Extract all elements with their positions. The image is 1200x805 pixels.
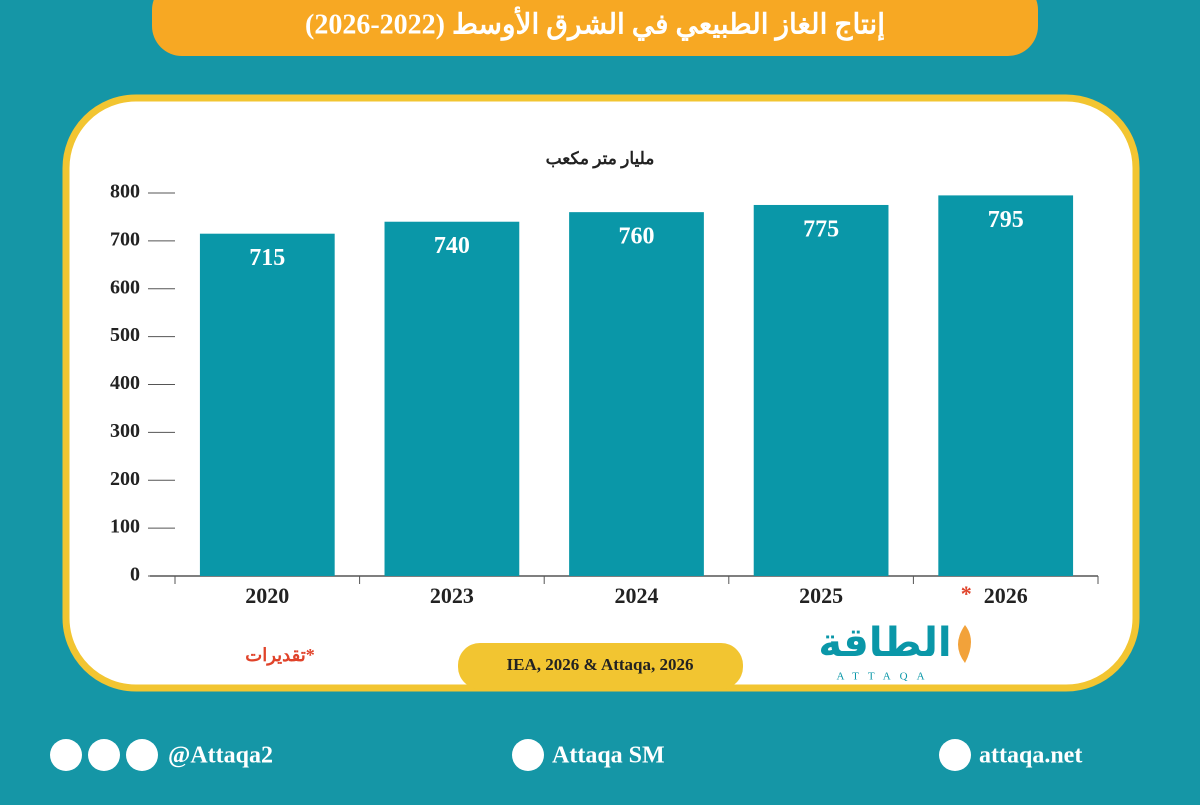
- youtube-icon: [512, 739, 544, 771]
- y-tick-label: 300: [110, 420, 140, 442]
- y-tick-label: 800: [110, 181, 140, 203]
- value-label: 795: [988, 207, 1024, 233]
- x-icon: [50, 739, 82, 771]
- youtube-handle: Attaqa SM: [552, 743, 665, 769]
- social-handle: @Attaqa2: [168, 743, 273, 769]
- x-tick-label: 2020: [245, 583, 289, 608]
- x-tick-label: 2026: [984, 583, 1028, 608]
- x-tick-label: 2023: [430, 583, 474, 608]
- y-tick-label: 400: [110, 372, 140, 394]
- bar: [753, 204, 889, 576]
- website: attaqa.net: [979, 743, 1082, 769]
- facebook-icon: [126, 739, 158, 771]
- logo-flame: [958, 625, 971, 663]
- value-label: 775: [803, 216, 839, 242]
- estimate-marker: *: [961, 581, 972, 606]
- bar: [384, 221, 520, 576]
- bar: [938, 195, 1074, 577]
- plot: 0 100 200 300 400 500 600 700 800 715 2020 740 2023 7…: [110, 181, 1099, 608]
- y-tick-label: 600: [110, 276, 140, 298]
- x-tick-label: 2024: [615, 583, 659, 608]
- chart-title: إنتاج الغاز الطبيعي في الشرق الأوسط (202…: [305, 6, 885, 41]
- social-icons: [50, 739, 971, 771]
- y-tick-label: 200: [110, 468, 140, 490]
- y-axis-label: مليار متر مكعب: [546, 149, 655, 169]
- y-tick-label: 100: [110, 516, 140, 538]
- value-label: 740: [434, 233, 470, 259]
- y-tick-label: 700: [110, 228, 140, 250]
- bar: [569, 212, 704, 576]
- value-label: 715: [249, 245, 285, 271]
- bar: [199, 233, 335, 576]
- source: IEA, 2026 & Attaqa, 2026: [506, 655, 693, 674]
- value-label: 760: [619, 224, 655, 250]
- source-box: [458, 643, 743, 689]
- y-tick-label: 500: [110, 324, 140, 346]
- estimate-note: *تقديرات: [245, 645, 314, 666]
- web-icon: [939, 739, 971, 771]
- logo-name: الطاقة: [818, 620, 951, 666]
- instagram-icon: [88, 739, 120, 771]
- y-tick-label: 0: [130, 564, 140, 586]
- logo-latin: ATTAQA: [836, 671, 933, 683]
- x-tick-label: 2025: [799, 583, 843, 608]
- title-banner: [152, 0, 1038, 56]
